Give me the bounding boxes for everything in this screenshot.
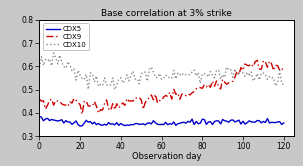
CDX5 — [38, 115, 41, 117]
CDX10 — [52, 52, 55, 54]
CDX10 — [113, 88, 117, 90]
CDX5 — [282, 122, 285, 124]
CDX9 — [80, 113, 84, 115]
CDX5 — [192, 124, 196, 125]
CDX10 — [270, 77, 273, 79]
CDX9 — [255, 59, 259, 61]
CDX5 — [268, 122, 271, 124]
Title: Base correlation at 3% strike: Base correlation at 3% strike — [101, 9, 232, 18]
CDX5 — [97, 123, 100, 124]
CDX9 — [270, 63, 273, 65]
Line: CDX5: CDX5 — [39, 116, 284, 126]
CDX10 — [194, 75, 198, 77]
CDX10 — [282, 84, 285, 86]
CDX5 — [62, 122, 66, 124]
CDX9 — [97, 112, 100, 114]
CDX9 — [192, 90, 196, 92]
CDX10 — [145, 80, 149, 82]
CDX9 — [205, 86, 208, 88]
CDX9 — [143, 101, 147, 103]
CDX10 — [64, 67, 68, 69]
CDX10 — [207, 76, 210, 78]
CDX10 — [38, 67, 41, 69]
CDX9 — [62, 104, 66, 106]
CDX9 — [38, 98, 41, 100]
Line: CDX9: CDX9 — [39, 60, 284, 114]
CDX10 — [97, 85, 100, 87]
CDX5 — [78, 125, 82, 127]
Legend: CDX5, CDX9, CDX10: CDX5, CDX9, CDX10 — [43, 23, 89, 50]
CDX9 — [282, 69, 285, 71]
CDX5 — [143, 124, 147, 126]
CDX5 — [205, 123, 208, 125]
Line: CDX10: CDX10 — [39, 53, 284, 89]
X-axis label: Observation day: Observation day — [132, 152, 201, 161]
